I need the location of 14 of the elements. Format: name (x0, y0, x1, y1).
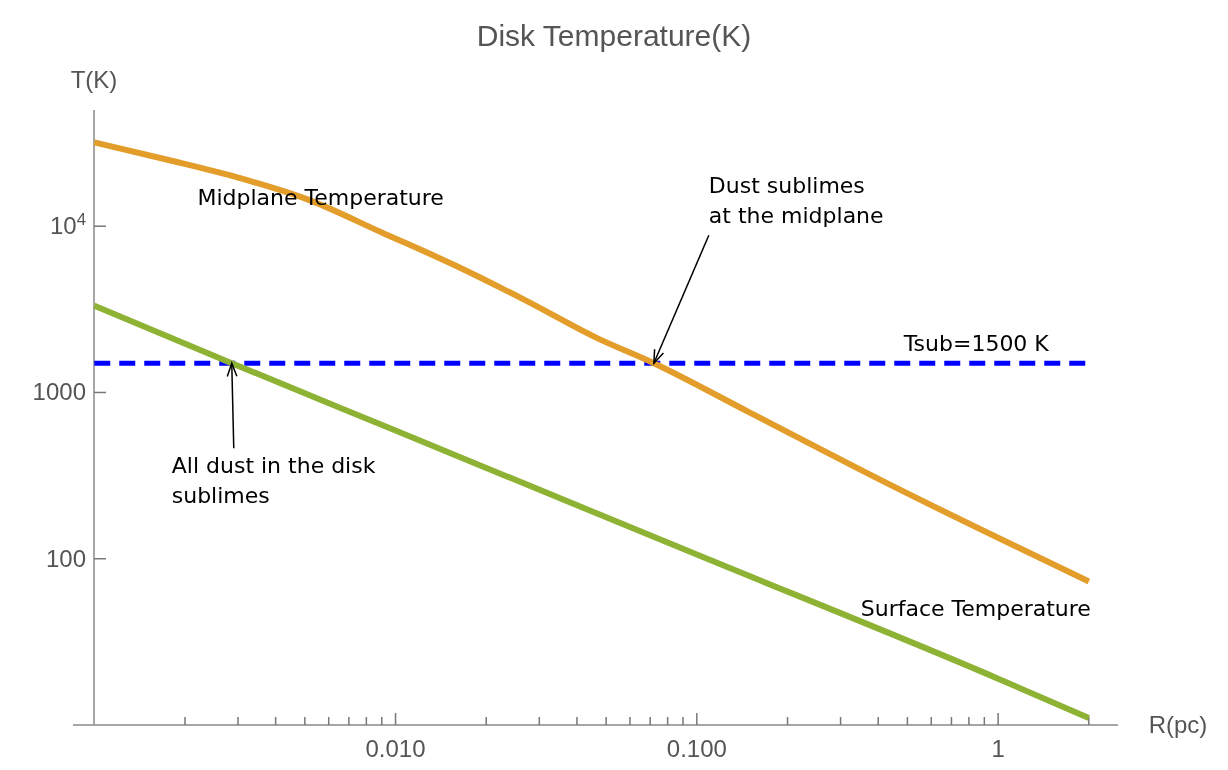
x-tick-label: 0.010 (365, 735, 426, 762)
y-tick-label: 10$^{4}$ (49, 209, 86, 240)
y-axis-title: T(K) (70, 66, 118, 93)
chart-title: Disk Temperature(K) (476, 19, 752, 52)
x-axis-title: R(pc) (1148, 711, 1208, 738)
y-tick-label: 100 (45, 544, 86, 572)
x-tick-label: 0.100 (666, 735, 727, 762)
x-tick-label: 1 (991, 735, 1005, 762)
ref-line-label: Tsub=1500 K (902, 331, 1050, 357)
annotation: Dust sublimes at the midplane (708, 173, 884, 229)
y-tick-label: 1000 (32, 378, 86, 406)
series-label: Surface Temperature (860, 596, 1091, 622)
annotation: All dust in the disk sublimes (171, 453, 376, 509)
series-label: Midplane Temperature (197, 184, 444, 210)
